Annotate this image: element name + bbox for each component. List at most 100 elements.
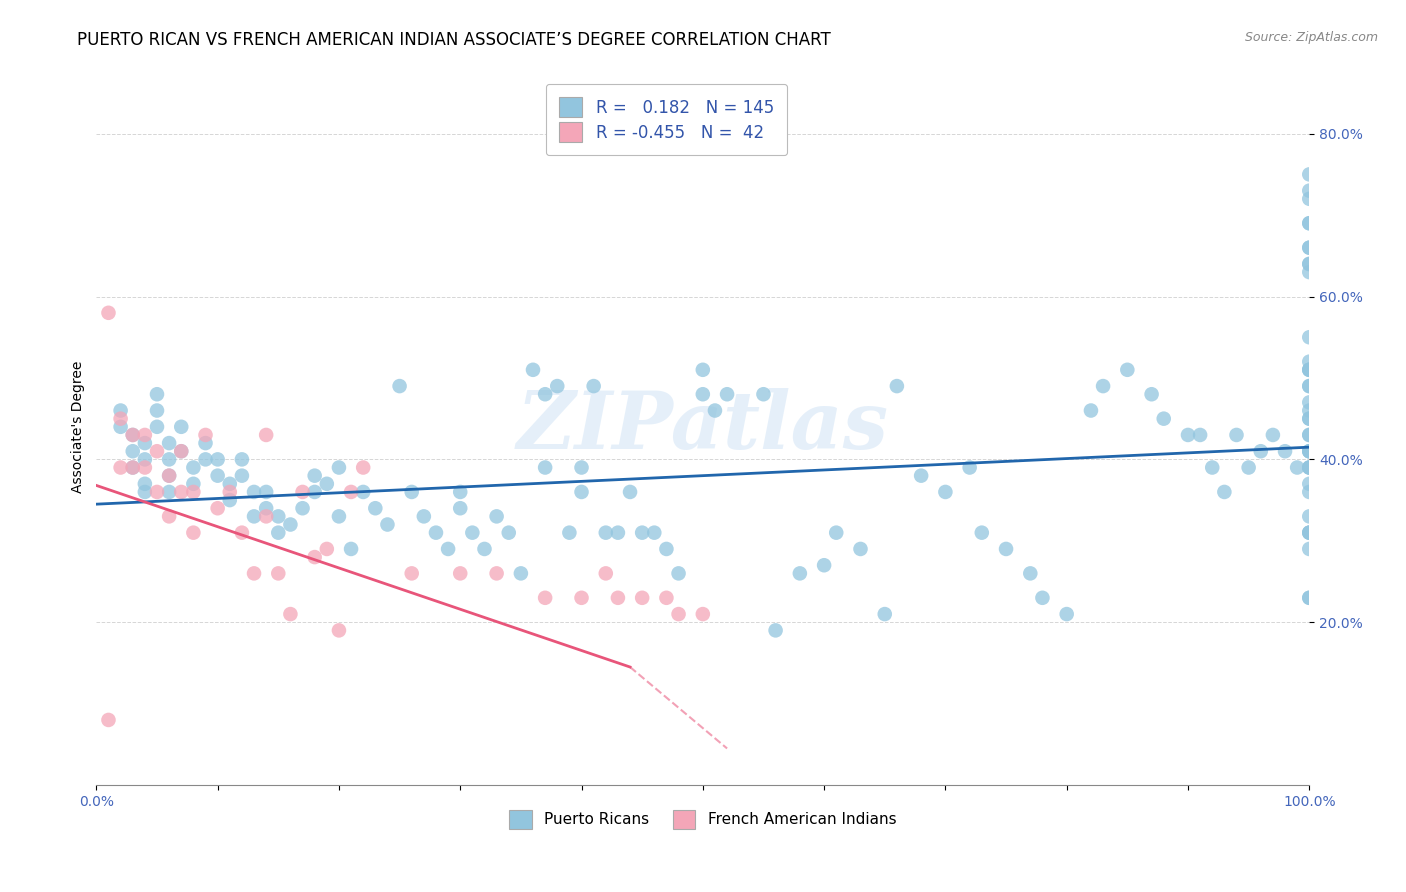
Point [534,591,557,605]
Point [157,436,180,450]
Point [1298,525,1320,540]
Point [121,428,143,442]
Point [571,485,593,500]
Point [401,566,423,581]
Point [692,607,714,621]
Point [1298,363,1320,377]
Point [97,713,120,727]
Point [692,387,714,401]
Point [97,306,120,320]
Point [146,387,169,401]
Point [1298,460,1320,475]
Point [1261,428,1284,442]
Point [1298,395,1320,409]
Point [1298,460,1320,475]
Point [134,485,156,500]
Point [849,541,872,556]
Point [121,460,143,475]
Point [655,541,678,556]
Point [315,541,337,556]
Point [243,509,266,524]
Point [267,509,290,524]
Point [157,468,180,483]
Point [934,485,956,500]
Point [243,566,266,581]
Point [1237,460,1260,475]
Point [1080,403,1102,417]
Point [485,509,508,524]
Point [1298,265,1320,279]
Point [995,541,1018,556]
Point [231,468,253,483]
Point [437,541,460,556]
Point [1298,591,1320,605]
Point [1298,379,1320,393]
Point [243,485,266,500]
Point [157,509,180,524]
Point [873,607,896,621]
Point [146,403,169,417]
Point [765,624,787,638]
Point [1298,192,1320,206]
Point [534,460,557,475]
Point [789,566,811,581]
Point [231,525,253,540]
Point [910,468,932,483]
Point [134,436,156,450]
Point [1298,509,1320,524]
Point [571,591,593,605]
Point [1298,216,1320,230]
Point [1298,525,1320,540]
Point [582,379,605,393]
Point [509,566,531,581]
Point [449,501,471,516]
Point [304,550,326,565]
Point [291,485,314,500]
Point [183,485,205,500]
Point [1250,444,1272,458]
Point [110,419,132,434]
Point [1298,476,1320,491]
Text: Source: ZipAtlas.com: Source: ZipAtlas.com [1244,31,1378,45]
Point [207,468,229,483]
Point [1298,363,1320,377]
Point [425,525,447,540]
Point [183,460,205,475]
Point [183,476,205,491]
Point [1298,216,1320,230]
Point [1031,591,1053,605]
Point [218,476,240,491]
Point [134,460,156,475]
Point [1201,460,1223,475]
Point [170,419,193,434]
Point [254,428,277,442]
Point [959,460,981,475]
Text: PUERTO RICAN VS FRENCH AMERICAN INDIAN ASSOCIATE’S DEGREE CORRELATION CHART: PUERTO RICAN VS FRENCH AMERICAN INDIAN A… [77,31,831,49]
Point [655,591,678,605]
Point [1298,428,1320,442]
Point [1298,460,1320,475]
Point [121,428,143,442]
Point [231,452,253,467]
Point [304,485,326,500]
Point [146,444,169,458]
Point [121,460,143,475]
Point [485,566,508,581]
Point [388,379,411,393]
Point [134,452,156,467]
Point [1298,379,1320,393]
Point [1298,444,1320,458]
Point [1298,444,1320,458]
Point [1298,403,1320,417]
Point [254,485,277,500]
Point [631,591,654,605]
Point [1298,411,1320,425]
Point [1298,541,1320,556]
Point [1092,379,1115,393]
Point [886,379,908,393]
Point [1286,460,1309,475]
Point [1153,411,1175,425]
Point [194,436,217,450]
Point [1225,428,1247,442]
Point [1298,485,1320,500]
